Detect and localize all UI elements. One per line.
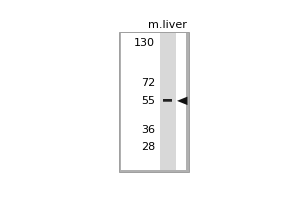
Text: m.liver: m.liver	[148, 20, 187, 30]
Bar	[160, 33, 176, 170]
Text: 55: 55	[141, 96, 155, 106]
Bar	[119, 32, 189, 172]
Text: 72: 72	[141, 78, 155, 88]
Polygon shape	[177, 97, 188, 105]
Text: 130: 130	[134, 38, 155, 48]
Bar	[163, 99, 172, 101]
Text: 28: 28	[141, 142, 155, 152]
Text: 36: 36	[141, 125, 155, 135]
Bar	[163, 101, 172, 102]
Bar	[121, 33, 186, 170]
